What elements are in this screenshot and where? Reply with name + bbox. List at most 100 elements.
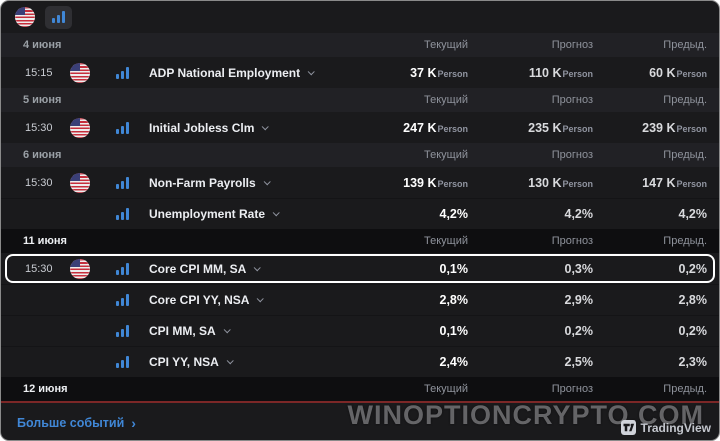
column-header-forecast: Прогноз <box>551 149 593 161</box>
value-number: 4,2% <box>564 206 594 221</box>
chevron-down-icon[interactable] <box>272 209 280 217</box>
column-header-forecast: Прогноз <box>551 39 593 51</box>
importance-bars-icon <box>52 11 65 23</box>
chevron-down-icon[interactable] <box>263 178 271 186</box>
event-name[interactable]: Non-Farm Payrolls <box>149 175 256 190</box>
previous-cell: 0,2% <box>603 262 719 276</box>
us-flag-icon <box>70 258 90 279</box>
column-header-forecast: Прогноз <box>551 383 593 395</box>
event-row[interactable]: 15:30 Core CPI MM, SA 0,1% 0,3% 0,2% <box>1 253 719 284</box>
date-label: 5 июня <box>23 94 62 106</box>
value-number: 2,9% <box>564 292 594 307</box>
previous-cell: 4,2% <box>603 207 719 221</box>
more-events-label: Больше событий <box>17 415 125 430</box>
previous-cell: 2,8% <box>603 293 719 307</box>
value-unit: Person <box>676 68 707 79</box>
chevron-down-icon[interactable] <box>307 68 315 76</box>
chevron-down-icon[interactable] <box>262 123 270 131</box>
importance-bars-icon <box>115 355 129 368</box>
event-row[interactable]: 15:30 Initial Jobless Clm 247 KPerson 23… <box>1 112 719 143</box>
value-number: 239 K <box>642 120 676 135</box>
value-number: 130 K <box>528 175 562 190</box>
importance-bars-icon <box>115 66 129 79</box>
event-time: 15:30 <box>25 262 53 275</box>
value-number: 4,2% <box>678 206 708 221</box>
value-number: 60 K <box>649 65 676 80</box>
value-number: 37 K <box>410 65 437 80</box>
value-unit: Person <box>562 178 593 189</box>
importance-bars-icon <box>115 324 129 337</box>
date-label: 4 июня <box>23 39 62 51</box>
calendar-toolbar <box>1 1 719 33</box>
event-row[interactable]: CPI MM, SA 0,1% 0,2% 0,2% <box>1 315 719 346</box>
us-flag-icon <box>70 172 90 193</box>
tradingview-logo[interactable]: TradingView <box>620 420 711 435</box>
event-name[interactable]: ADP National Employment <box>149 65 301 80</box>
column-header-previous: Предыд. <box>663 235 707 247</box>
chevron-down-icon[interactable] <box>223 326 231 334</box>
event-name[interactable]: Initial Jobless Clm <box>149 120 255 135</box>
tradingview-glyph-icon <box>620 420 636 435</box>
value-number: 0,1% <box>439 261 469 276</box>
event-row[interactable]: Unemployment Rate 4,2% 4,2% 4,2% <box>1 198 719 229</box>
us-flag-icon <box>70 62 90 83</box>
date-header-row: 5 июня Текущий Прогноз Предыд. <box>1 88 719 112</box>
importance-filter-button[interactable] <box>45 5 72 29</box>
forecast-cell: 0,2% <box>478 324 603 338</box>
column-header-actual: Текущий <box>424 149 468 161</box>
value-number: 235 K <box>528 120 562 135</box>
date-header-row: 12 июня Текущий Прогноз Предыд. <box>1 377 719 401</box>
date-label: 6 июня <box>23 149 62 161</box>
value-number: 110 K <box>528 65 562 80</box>
previous-cell: 147 KPerson <box>603 176 719 190</box>
date-label: 12 июня <box>23 383 68 395</box>
chevron-down-icon[interactable] <box>254 264 262 272</box>
forecast-cell: 110 KPerson <box>478 66 603 80</box>
chevron-right-icon: › <box>131 414 136 431</box>
chevron-down-icon[interactable] <box>226 357 234 365</box>
more-events-link[interactable]: Больше событий › <box>17 416 136 430</box>
column-header-actual: Текущий <box>424 39 468 51</box>
event-time: 15:15 <box>25 66 53 79</box>
value-unit: Person <box>676 178 707 189</box>
forecast-cell: 130 KPerson <box>478 176 603 190</box>
value-number: 147 K <box>642 175 676 190</box>
event-row[interactable]: CPI YY, NSA 2,4% 2,5% 2,3% <box>1 346 719 377</box>
event-name[interactable]: Unemployment Rate <box>149 206 266 221</box>
us-flag-icon <box>70 117 90 138</box>
event-name[interactable]: CPI YY, NSA <box>149 354 219 369</box>
value-number: 247 K <box>403 120 437 135</box>
value-unit: Person <box>562 123 593 134</box>
date-header-row: 6 июня Текущий Прогноз Предыд. <box>1 143 719 167</box>
event-name[interactable]: Core CPI YY, NSA <box>149 292 250 307</box>
previous-cell: 239 KPerson <box>603 121 719 135</box>
value-number: 139 K <box>403 175 437 190</box>
actual-cell: 2,4% <box>338 355 478 369</box>
value-unit: Person <box>437 123 468 134</box>
date-header-row: 4 июня Текущий Прогноз Предыд. <box>1 33 719 57</box>
column-header-forecast: Прогноз <box>551 235 593 247</box>
event-row[interactable]: Core CPI YY, NSA 2,8% 2,9% 2,8% <box>1 284 719 315</box>
value-number: 2,8% <box>439 292 469 307</box>
value-unit: Person <box>437 178 468 189</box>
actual-cell: 4,2% <box>338 207 478 221</box>
value-unit: Person <box>562 68 593 79</box>
tradingview-label: TradingView <box>640 420 711 435</box>
event-name[interactable]: CPI MM, SA <box>149 323 216 338</box>
column-header-previous: Предыд. <box>663 383 707 395</box>
us-flag-icon[interactable] <box>15 7 35 27</box>
event-row[interactable]: 15:30 Non-Farm Payrolls 139 KPerson 130 … <box>1 167 719 198</box>
importance-bars-icon <box>115 207 129 220</box>
current-time-line <box>1 401 719 403</box>
value-number: 2,3% <box>678 354 708 369</box>
value-number: 4,2% <box>439 206 469 221</box>
previous-cell: 2,3% <box>603 355 719 369</box>
value-number: 0,3% <box>564 261 594 276</box>
chevron-down-icon[interactable] <box>257 295 265 303</box>
calendar-body: 4 июня Текущий Прогноз Предыд. 15:15 ADP… <box>1 33 719 401</box>
event-row[interactable]: 15:15 ADP National Employment 37 K Person… <box>1 57 719 88</box>
value-number: 0,1% <box>439 323 469 338</box>
actual-cell: 247 KPerson <box>338 121 478 135</box>
event-time: 15:30 <box>25 121 53 134</box>
event-name[interactable]: Core CPI MM, SA <box>149 261 247 276</box>
